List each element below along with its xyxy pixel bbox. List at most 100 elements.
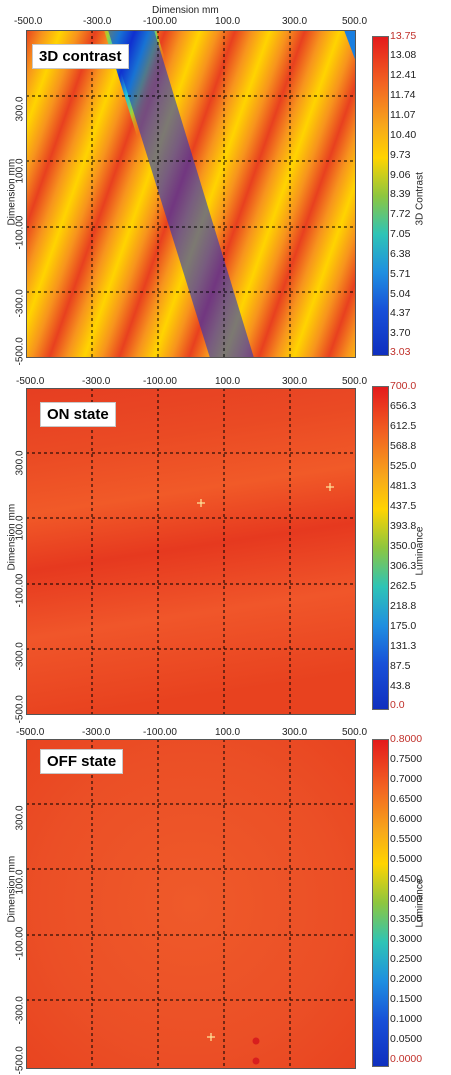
x-tick-label: 100.0 xyxy=(215,727,241,738)
panel-3d-contrast: Dimension mm -500.0 -300.0 -100.00 100.0… xyxy=(0,0,451,366)
colorbar-label: 481.3 xyxy=(390,480,417,492)
x-tick-label: 300.0 xyxy=(282,376,308,387)
x-tick-label: -300.0 xyxy=(82,727,111,738)
colorbar-label: 0.6000 xyxy=(390,813,423,825)
colorbar-label: 87.5 xyxy=(390,660,411,672)
colorbar-label: 0.8000 xyxy=(390,733,423,745)
colorbar-label: 612.5 xyxy=(390,420,417,432)
colorbar-label: 0.0500 xyxy=(390,1033,423,1045)
colorbar-label: 0.0 xyxy=(390,699,405,711)
colorbar-label: 3.70 xyxy=(390,327,411,339)
colorbar-label: 437.5 xyxy=(390,500,417,512)
grid-lines xyxy=(26,388,356,715)
colorbar-label: 0.0000 xyxy=(390,1053,423,1065)
colorbar-label: 0.4000 xyxy=(390,893,423,905)
colorbar-label: 0.7500 xyxy=(390,753,423,765)
colorbar-label: 218.8 xyxy=(390,600,417,612)
luminance-field xyxy=(26,739,356,1069)
y-tick-label: -300.0 xyxy=(14,642,26,671)
grid-lines xyxy=(26,30,356,358)
colorbar-label: 3.03 xyxy=(390,346,411,358)
heatmap-svg xyxy=(26,739,356,1069)
y-tick-label: -100.00 xyxy=(14,926,26,961)
colorbar-label: 5.71 xyxy=(390,268,411,280)
colorbar-label: 700.0 xyxy=(390,380,417,392)
y-tick-label: 100.0 xyxy=(14,515,26,541)
colorbar-label: 12.41 xyxy=(390,69,417,81)
colorbar-label: 568.8 xyxy=(390,440,417,452)
colorbar-label: 10.40 xyxy=(390,129,417,141)
y-tick-label: -100.00 xyxy=(14,215,26,250)
colorbar-label: 9.06 xyxy=(390,169,411,181)
grid-lines xyxy=(26,739,356,1069)
y-tick-label: 300.0 xyxy=(14,805,26,831)
colorbar-label: 0.5500 xyxy=(390,833,423,845)
colorbar-label: 0.1500 xyxy=(390,993,423,1005)
colorbar-label: 13.75 xyxy=(390,30,417,42)
colorbar-label: 262.5 xyxy=(390,580,417,592)
y-tick-label: -100.00 xyxy=(14,573,26,608)
heatmap-on-state: ON state xyxy=(26,388,356,715)
low-contrast-core xyxy=(108,30,254,358)
x-tick-label: -300.0 xyxy=(82,376,111,387)
heatmap-off-state: OFF state xyxy=(26,739,356,1069)
colorbar-label: 350.0 xyxy=(390,540,417,552)
colorbar-label: 656.3 xyxy=(390,400,417,412)
panel-off-state: -500.0 -300.0 -100.00 100.0 300.0 500.0 … xyxy=(0,717,451,1075)
colorbar-label: 0.4500 xyxy=(390,873,423,885)
colorbar-label: 11.07 xyxy=(390,109,416,121)
x-tick-label: 500.0 xyxy=(342,376,368,387)
x-tick-label: -100.00 xyxy=(143,16,177,27)
y-tick-label: -300.0 xyxy=(14,996,26,1025)
colorbar-label: 7.72 xyxy=(390,208,411,220)
y-tick-label: -500.0 xyxy=(14,1046,26,1075)
marker-cross xyxy=(207,1033,215,1041)
colorbar-label: 306.3 xyxy=(390,560,417,572)
heatmap-svg xyxy=(26,388,356,715)
luminance-field xyxy=(26,388,356,715)
x-tick-label: -500.0 xyxy=(14,16,43,27)
y-tick-label: 100.0 xyxy=(14,869,26,895)
panel-title-badge: ON state xyxy=(40,402,116,427)
colorbar-label: 4.37 xyxy=(390,307,411,319)
marker-cross xyxy=(326,483,334,491)
colorbar-label: 9.73 xyxy=(390,149,411,161)
colorbar-label: 0.3000 xyxy=(390,933,423,945)
colorbar-label: 8.39 xyxy=(390,188,411,200)
panel-on-state: -500.0 -300.0 -100.00 100.0 300.0 500.0 … xyxy=(0,360,451,724)
colorbar-label: 0.6500 xyxy=(390,793,423,805)
hot-spot-dot xyxy=(252,1037,260,1045)
x-tick-label: -300.0 xyxy=(83,16,112,27)
panel-title-badge: 3D contrast xyxy=(32,44,129,69)
x-tick-label: 300.0 xyxy=(282,16,308,27)
colorbar-label: 0.3500 xyxy=(390,913,423,925)
colorbar-title: Luminance xyxy=(414,526,426,576)
colorbar-label: 0.2500 xyxy=(390,953,423,965)
colorbar xyxy=(372,386,389,710)
x-tick-label: -500.0 xyxy=(16,727,45,738)
colorbar-label: 0.2000 xyxy=(390,973,423,985)
colorbar-label: 6.38 xyxy=(390,248,411,260)
colorbar xyxy=(372,36,389,356)
x-tick-label: -100.00 xyxy=(143,727,177,738)
x-tick-label: -500.0 xyxy=(16,376,45,387)
colorbar-label: 0.7000 xyxy=(390,773,423,785)
colorbar-label: 131.3 xyxy=(390,640,417,652)
panel-title-badge: OFF state xyxy=(40,749,124,774)
x-tick-label: -100.00 xyxy=(143,376,177,387)
x-tick-label: 500.0 xyxy=(342,727,368,738)
colorbar-title: 3D Contrast xyxy=(414,172,426,226)
marker-cross xyxy=(197,499,205,507)
colorbar-label: 43.8 xyxy=(390,680,411,692)
x-axis-title: Dimension mm xyxy=(152,5,219,16)
x-tick-label: 100.0 xyxy=(215,16,241,27)
x-tick-label: 100.0 xyxy=(215,376,241,387)
y-tick-label: -300.0 xyxy=(14,289,26,318)
heatmap-svg xyxy=(26,30,356,358)
x-tick-label: 500.0 xyxy=(342,16,368,27)
colorbar-label: 393.8 xyxy=(390,520,417,532)
x-tick-label: 300.0 xyxy=(282,727,308,738)
y-tick-label: 100.0 xyxy=(14,158,26,184)
colorbar-label: 0.1000 xyxy=(390,1013,423,1025)
colorbar-label: 0.5000 xyxy=(390,853,423,865)
